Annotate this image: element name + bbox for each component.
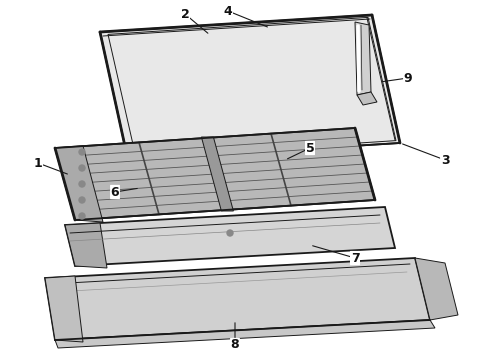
Circle shape	[79, 165, 85, 171]
Text: 4: 4	[223, 5, 232, 18]
Polygon shape	[55, 320, 435, 348]
Circle shape	[79, 197, 85, 203]
Polygon shape	[355, 22, 371, 95]
Polygon shape	[65, 207, 395, 266]
Circle shape	[79, 181, 85, 187]
Text: 1: 1	[34, 157, 42, 170]
Polygon shape	[108, 17, 396, 158]
Polygon shape	[100, 15, 400, 160]
Text: 6: 6	[111, 185, 119, 198]
Polygon shape	[45, 258, 430, 340]
Circle shape	[79, 213, 85, 219]
Polygon shape	[415, 258, 458, 320]
Text: 5: 5	[306, 141, 315, 154]
Polygon shape	[65, 223, 107, 268]
Text: 9: 9	[404, 72, 412, 85]
Polygon shape	[201, 137, 233, 211]
Polygon shape	[55, 128, 375, 220]
Polygon shape	[357, 92, 377, 105]
Polygon shape	[45, 276, 83, 342]
Text: 7: 7	[351, 252, 359, 265]
Polygon shape	[55, 146, 103, 222]
Circle shape	[79, 149, 85, 155]
Text: 3: 3	[441, 153, 449, 166]
Text: 8: 8	[231, 338, 239, 351]
Circle shape	[227, 230, 233, 236]
Text: 2: 2	[181, 8, 189, 21]
